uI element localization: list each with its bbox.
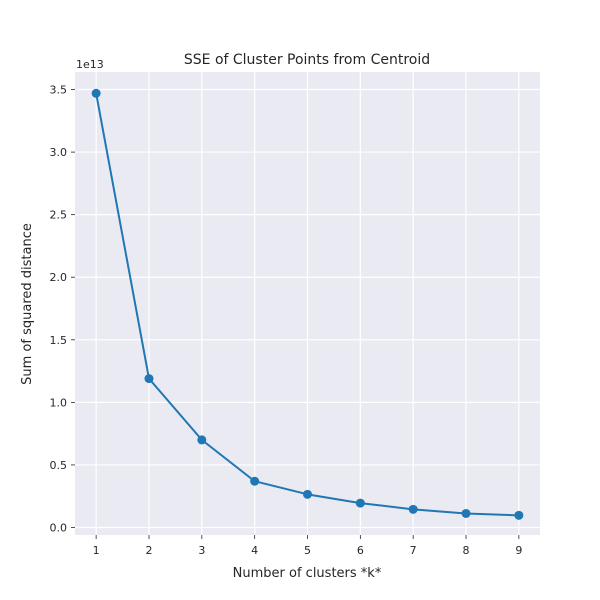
y-tick-label: 2.5	[50, 209, 68, 222]
x-tick-label: 6	[357, 544, 364, 557]
y-tick-label: 1.5	[50, 334, 68, 347]
y-axis-offset-label: 1e13	[76, 58, 104, 71]
x-tick-label: 7	[410, 544, 417, 557]
data-point	[408, 504, 418, 514]
data-point	[514, 510, 524, 520]
x-tick-label: 4	[251, 544, 258, 557]
data-point	[461, 508, 471, 518]
x-tick-label: 9	[515, 544, 522, 557]
data-point	[355, 498, 365, 508]
data-point	[197, 435, 207, 445]
y-tick-label: 3.5	[50, 84, 68, 97]
x-tick-label: 8	[463, 544, 470, 557]
x-tick-label: 3	[198, 544, 205, 557]
y-tick-label: 0.0	[50, 521, 68, 534]
y-tick-label: 3.0	[50, 146, 68, 159]
data-point	[91, 88, 101, 98]
chart-title: SSE of Cluster Points from Centroid	[184, 52, 430, 68]
y-tick-label: 2.0	[50, 271, 68, 284]
x-tick-label: 2	[145, 544, 152, 557]
y-axis-ticks: 0.0 0.5 1.0 1.5 2.0 2.5 3.0 3.5	[50, 84, 75, 534]
series-group	[91, 88, 524, 520]
data-point	[144, 374, 154, 384]
y-axis-label: Sum of squared distance	[20, 223, 35, 385]
x-axis-label: Number of clusters *k*	[233, 566, 382, 581]
grid	[75, 72, 540, 535]
x-axis-ticks: 1 2 3 4 5 6 7 8 9	[93, 535, 522, 557]
x-tick-label: 1	[93, 544, 100, 557]
data-point	[303, 489, 312, 499]
x-tick-label: 5	[304, 544, 311, 557]
y-tick-label: 0.5	[50, 459, 68, 472]
data-point	[250, 476, 260, 486]
y-tick-label: 1.0	[50, 396, 68, 409]
